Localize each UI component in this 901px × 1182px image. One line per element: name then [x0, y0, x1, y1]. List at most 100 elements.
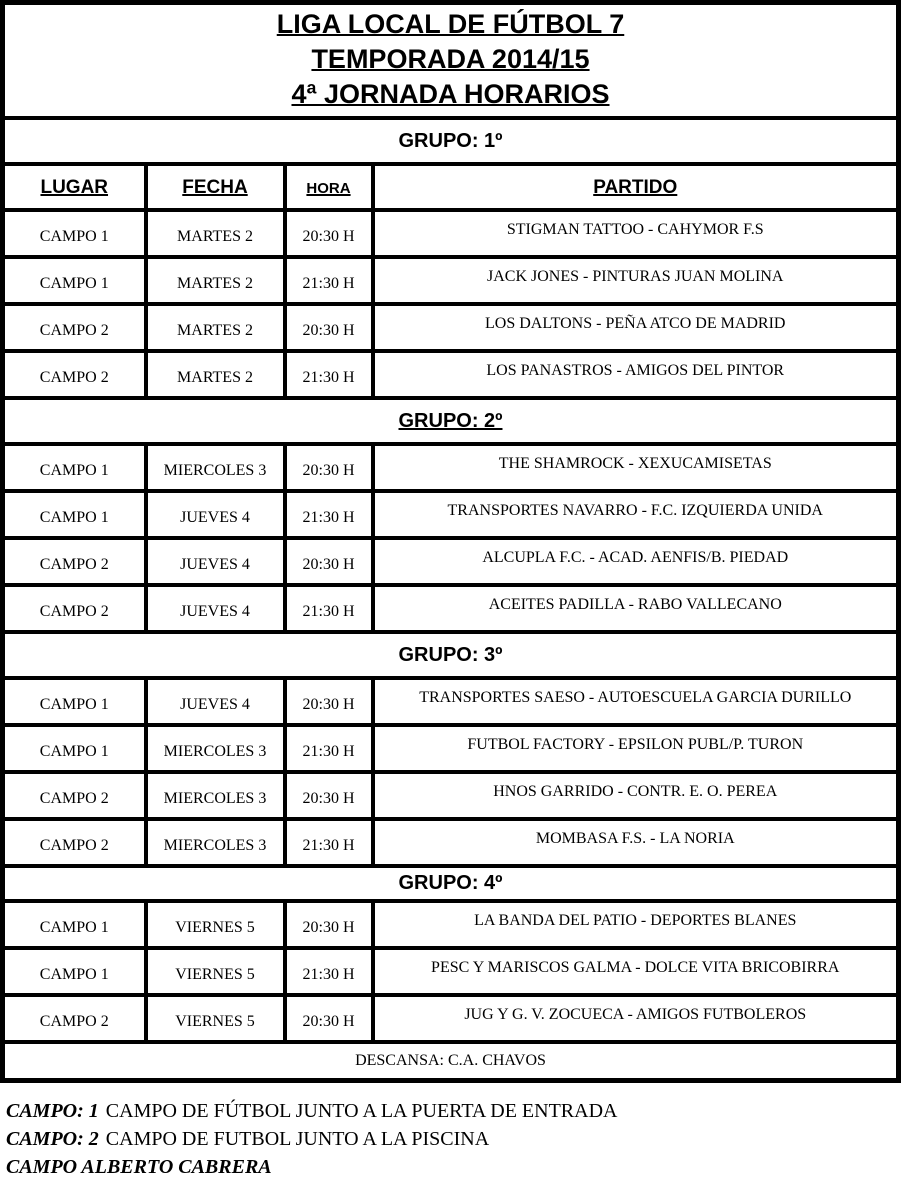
- title-line-1: LIGA LOCAL DE FÚTBOL 7: [276, 9, 625, 39]
- hora-cell: 21:30 H: [282, 255, 375, 306]
- partido-cell: LA BANDA DEL PATIO - DEPORTES BLANES: [370, 899, 901, 950]
- group-2-band: GRUPO: 2º: [0, 396, 901, 446]
- group-4-label: GRUPO: 4º: [0, 864, 901, 903]
- lugar-cell: CAMPO 1: [0, 946, 148, 997]
- partido-cell: THE SHAMROCK - XEXUCAMISETAS: [370, 442, 901, 493]
- table-row: CAMPO 2 MARTES 2 21:30 H LOS PANASTROS -…: [0, 349, 901, 400]
- partido-cell: LOS DALTONS - PEÑA ATCO DE MADRID: [370, 302, 901, 353]
- fecha-cell: MIERCOLES 3: [143, 770, 287, 821]
- header-hora: HORA: [282, 162, 375, 212]
- fecha-cell: VIERNES 5: [143, 899, 287, 950]
- lugar-cell: CAMPO 1: [0, 899, 148, 950]
- lugar-cell: CAMPO 2: [0, 583, 148, 634]
- hora-cell: 20:30 H: [282, 676, 375, 727]
- hora-cell: 21:30 H: [282, 583, 375, 634]
- fecha-cell: VIERNES 5: [143, 993, 287, 1044]
- footer-note-label: CAMPO: 2: [6, 1127, 99, 1150]
- column-header-row: LUGAR FECHA HORA PARTIDO: [0, 162, 901, 212]
- table-row: CAMPO 2 JUEVES 4 20:30 H ALCUPLA F.C. - …: [0, 536, 901, 587]
- hora-cell: 20:30 H: [282, 536, 375, 587]
- lugar-cell: CAMPO 2: [0, 302, 148, 353]
- hora-cell: 21:30 H: [282, 946, 375, 997]
- header-fecha: FECHA: [143, 162, 287, 212]
- hora-cell: 21:30 H: [282, 723, 375, 774]
- lugar-cell: CAMPO 2: [0, 770, 148, 821]
- partido-cell: JUG Y G. V. ZOCUECA - AMIGOS FUTBOLEROS: [370, 993, 901, 1044]
- fecha-cell: MARTES 2: [143, 255, 287, 306]
- header-lugar: LUGAR: [0, 162, 148, 212]
- hora-cell: 20:30 H: [282, 899, 375, 950]
- footer-note-label: CAMPO: 1: [6, 1099, 99, 1122]
- group-4-band: GRUPO: 4º: [0, 864, 901, 903]
- footer-note-label: CAMPO ALBERTO CABRERA: [6, 1155, 272, 1178]
- table-row: CAMPO 1 JUEVES 4 21:30 H TRANSPORTES NAV…: [0, 489, 901, 540]
- fecha-cell: JUEVES 4: [143, 676, 287, 727]
- partido-cell: TRANSPORTES NAVARRO - F.C. IZQUIERDA UNI…: [370, 489, 901, 540]
- fecha-cell: MARTES 2: [143, 302, 287, 353]
- table-row: CAMPO 2 JUEVES 4 21:30 H ACEITES PADILLA…: [0, 583, 901, 634]
- fecha-cell: MARTES 2: [143, 349, 287, 400]
- lugar-cell: CAMPO 2: [0, 349, 148, 400]
- fecha-cell: MIERCOLES 3: [143, 817, 287, 868]
- table-row: CAMPO 1 JUEVES 4 20:30 H TRANSPORTES SAE…: [0, 676, 901, 727]
- lugar-cell: CAMPO 1: [0, 255, 148, 306]
- fecha-cell: MIERCOLES 3: [143, 442, 287, 493]
- table-row: CAMPO 2 MIERCOLES 3 20:30 H HNOS GARRIDO…: [0, 770, 901, 821]
- footer-notes: CAMPO: 1 CAMPO DE FÚTBOL JUNTO A LA PUERT…: [6, 1097, 901, 1181]
- partido-cell: HNOS GARRIDO - CONTR. E. O. PEREA: [370, 770, 901, 821]
- header-partido: PARTIDO: [370, 162, 901, 212]
- table-row: CAMPO 1 MIERCOLES 3 21:30 H FUTBOL FACTO…: [0, 723, 901, 774]
- lugar-cell: CAMPO 1: [0, 676, 148, 727]
- hora-cell: 20:30 H: [282, 208, 375, 259]
- footer-note-campo-2: CAMPO: 2 CAMPO DE FUTBOL JUNTO A LA PISCI…: [6, 1125, 901, 1153]
- descansa-row: DESCANSA: C.A. CHAVOS: [0, 1040, 901, 1082]
- group-2-label: GRUPO: 2º: [0, 396, 901, 446]
- group-1-label: GRUPO: 1º: [0, 116, 901, 166]
- partido-cell: JACK JONES - PINTURAS JUAN MOLINA: [370, 255, 901, 306]
- fecha-cell: VIERNES 5: [143, 946, 287, 997]
- hora-cell: 21:30 H: [282, 349, 375, 400]
- hora-cell: 21:30 H: [282, 817, 375, 868]
- group-3-band: GRUPO: 3º: [0, 630, 901, 680]
- title-block: LIGA LOCAL DE FÚTBOL 7 TEMPORADA 2014/15…: [0, 0, 901, 120]
- hora-cell: 20:30 H: [282, 770, 375, 821]
- table-row: CAMPO 2 VIERNES 5 20:30 H JUG Y G. V. ZO…: [0, 993, 901, 1044]
- partido-cell: ALCUPLA F.C. - ACAD. AENFIS/B. PIEDAD: [370, 536, 901, 587]
- table-row: CAMPO 1 VIERNES 5 20:30 H LA BANDA DEL P…: [0, 899, 901, 950]
- hora-cell: 20:30 H: [282, 993, 375, 1044]
- partido-cell: FUTBOL FACTORY - EPSILON PUBL/P. TURON: [370, 723, 901, 774]
- footer-note-campo-alberto-cabrera: CAMPO ALBERTO CABRERA: [6, 1153, 901, 1181]
- lugar-cell: CAMPO 2: [0, 817, 148, 868]
- hora-cell: 21:30 H: [282, 489, 375, 540]
- table-row: CAMPO 1 MARTES 2 20:30 H STIGMAN TATTOO …: [0, 208, 901, 259]
- fecha-cell: JUEVES 4: [143, 489, 287, 540]
- partido-cell: TRANSPORTES SAESO - AUTOESCUELA GARCIA D…: [370, 676, 901, 727]
- fecha-cell: JUEVES 4: [143, 536, 287, 587]
- footer-note-campo-1: CAMPO: 1 CAMPO DE FÚTBOL JUNTO A LA PUERT…: [6, 1097, 901, 1125]
- partido-cell: STIGMAN TATTOO - CAHYMOR F.S: [370, 208, 901, 259]
- lugar-cell: CAMPO 1: [0, 723, 148, 774]
- table-row: CAMPO 1 VIERNES 5 21:30 H PESC Y MARISCO…: [0, 946, 901, 997]
- lugar-cell: CAMPO 1: [0, 442, 148, 493]
- footer-note-text: CAMPO DE FÚTBOL JUNTO A LA PUERTA DE ENT…: [105, 1099, 618, 1122]
- fecha-cell: JUEVES 4: [143, 583, 287, 634]
- hora-cell: 20:30 H: [282, 442, 375, 493]
- lugar-cell: CAMPO 1: [0, 489, 148, 540]
- title-line-2: TEMPORADA 2014/15: [311, 44, 590, 74]
- lugar-cell: CAMPO 1: [0, 208, 148, 259]
- group-3-label: GRUPO: 3º: [0, 630, 901, 680]
- hora-cell: 20:30 H: [282, 302, 375, 353]
- table-row: CAMPO 1 MARTES 2 21:30 H JACK JONES - PI…: [0, 255, 901, 306]
- table-row: CAMPO 1 MIERCOLES 3 20:30 H THE SHAMROCK…: [0, 442, 901, 493]
- fecha-cell: MIERCOLES 3: [143, 723, 287, 774]
- lugar-cell: CAMPO 2: [0, 536, 148, 587]
- schedule-table: LIGA LOCAL DE FÚTBOL 7 TEMPORADA 2014/15…: [0, 0, 901, 1083]
- group-1-band: GRUPO: 1º: [0, 116, 901, 166]
- partido-cell: PESC Y MARISCOS GALMA - DOLCE VITA BRICO…: [370, 946, 901, 997]
- lugar-cell: CAMPO 2: [0, 993, 148, 1044]
- partido-cell: MOMBASA F.S. - LA NORIA: [370, 817, 901, 868]
- partido-cell: ACEITES PADILLA - RABO VALLECANO: [370, 583, 901, 634]
- table-row: CAMPO 2 MARTES 2 20:30 H LOS DALTONS - P…: [0, 302, 901, 353]
- footer-note-text: CAMPO DE FUTBOL JUNTO A LA PISCINA: [105, 1127, 490, 1150]
